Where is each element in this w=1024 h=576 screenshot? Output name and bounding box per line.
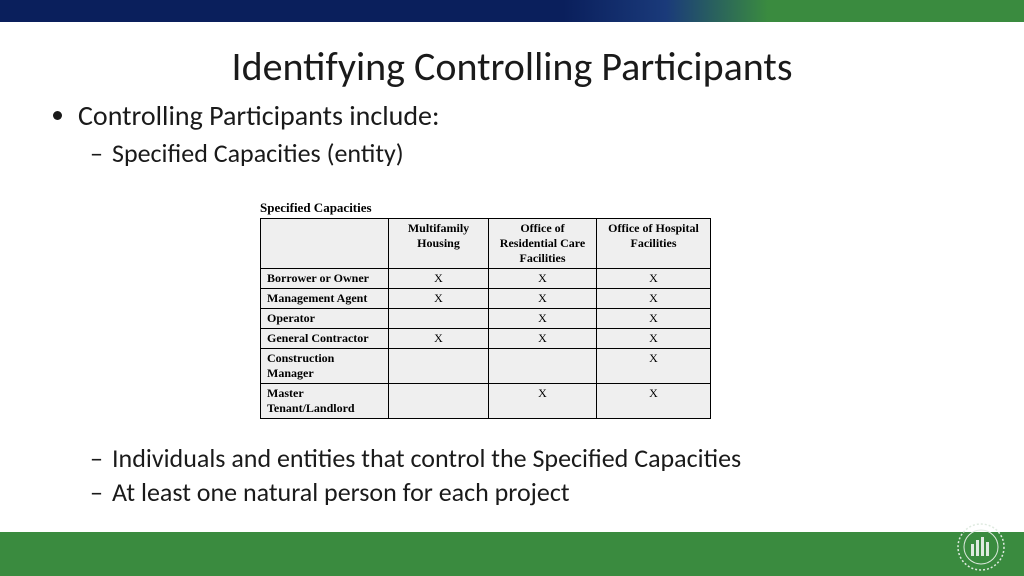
specified-capacities-table-wrap: Specified Capacities Multifamily Housing…	[260, 200, 711, 419]
hud-seal-icon	[956, 522, 1006, 572]
table-row-label: Borrower or Owner	[261, 269, 389, 289]
bullet-level2-a: Specified Capacities (entity)	[112, 137, 974, 169]
table-cell	[489, 349, 597, 384]
table-row: Operator XX	[261, 309, 711, 329]
table-cell: X	[489, 269, 597, 289]
table-row: Construction Manager X	[261, 349, 711, 384]
table-header-row: Multifamily Housing Office of Residentia…	[261, 219, 711, 269]
table-row-label: Construction Manager	[261, 349, 389, 384]
table-cell: X	[489, 384, 597, 419]
table-row-label: Master Tenant/Landlord	[261, 384, 389, 419]
table-row: General ContractorXXX	[261, 329, 711, 349]
table-cell: X	[597, 309, 711, 329]
table-cell: X	[389, 289, 489, 309]
table-cell: X	[489, 289, 597, 309]
bottom-accent-bar	[0, 532, 1024, 576]
table-row-label: General Contractor	[261, 329, 389, 349]
page-title: Identifying Controlling Participants	[0, 42, 1024, 91]
table-row: Borrower or OwnerXXX	[261, 269, 711, 289]
table-caption: Specified Capacities	[260, 200, 711, 216]
table-cell: X	[597, 289, 711, 309]
table-header-cell	[261, 219, 389, 269]
table-cell: X	[597, 269, 711, 289]
table-cell: X	[489, 309, 597, 329]
top-accent-bar	[0, 0, 1024, 22]
table-cell: X	[597, 329, 711, 349]
bullet-level2-c: At least one natural person for each pro…	[112, 476, 974, 508]
table-cell: X	[597, 384, 711, 419]
table-cell	[389, 384, 489, 419]
table-cell: X	[389, 269, 489, 289]
table-cell: X	[389, 329, 489, 349]
content-area: Controlling Participants include: Specif…	[50, 98, 974, 171]
table-cell	[389, 349, 489, 384]
table-header-cell: Multifamily Housing	[389, 219, 489, 269]
specified-capacities-table: Multifamily Housing Office of Residentia…	[260, 218, 711, 419]
table-row: Master Tenant/Landlord XX	[261, 384, 711, 419]
bullet-level2-b: Individuals and entities that control th…	[112, 442, 974, 474]
bullet-level1: Controlling Participants include:	[78, 98, 974, 133]
table-row-label: Operator	[261, 309, 389, 329]
table-cell: X	[597, 349, 711, 384]
table-cell: X	[489, 329, 597, 349]
table-cell	[389, 309, 489, 329]
table-row: Management AgentXXX	[261, 289, 711, 309]
after-table-bullets: Individuals and entities that control th…	[50, 442, 974, 510]
table-header-cell: Office of Residential Care Facilities	[489, 219, 597, 269]
slide: Identifying Controlling Participants Con…	[0, 0, 1024, 576]
table-row-label: Management Agent	[261, 289, 389, 309]
table-header-cell: Office of Hospital Facilities	[597, 219, 711, 269]
